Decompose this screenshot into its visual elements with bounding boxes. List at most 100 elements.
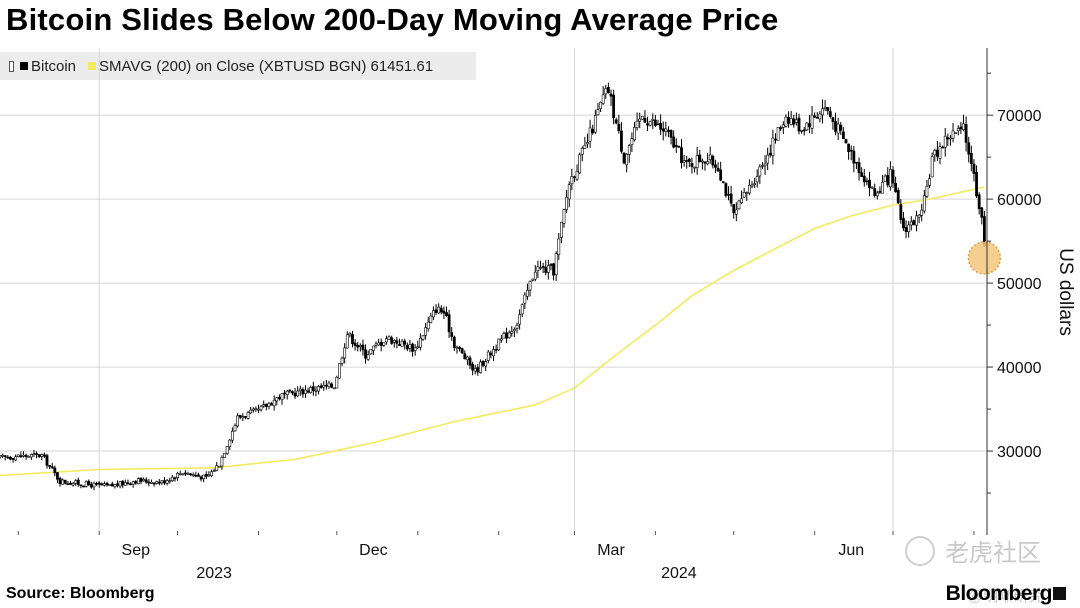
candle-body — [659, 122, 663, 130]
candle-body — [920, 209, 924, 216]
candle-body — [620, 130, 623, 152]
candle-body — [439, 307, 443, 313]
candle-body — [664, 128, 668, 132]
candle-body — [815, 117, 819, 119]
candle-body — [212, 470, 216, 473]
candle-body — [917, 214, 921, 218]
candle-body — [405, 345, 409, 350]
candle-body — [526, 290, 529, 297]
candle-body — [408, 344, 412, 349]
candle-body — [951, 130, 955, 139]
candle-body — [97, 482, 101, 485]
candle-body — [126, 482, 130, 485]
candle-body — [100, 483, 104, 486]
y-tick-label: 30000 — [997, 444, 1042, 461]
candle-body — [142, 479, 146, 482]
y-tick-label: 50000 — [997, 276, 1042, 293]
candle-body — [369, 349, 373, 355]
candle-body — [604, 88, 608, 95]
candle-body — [964, 124, 968, 143]
candle-body — [711, 156, 715, 166]
candle-body — [215, 465, 219, 471]
candle-body — [721, 181, 725, 183]
candle-body — [473, 368, 477, 372]
candle-body — [860, 172, 864, 177]
candle-body — [737, 200, 741, 210]
candle-body — [969, 152, 973, 165]
candle-body — [170, 476, 174, 481]
candle-body — [82, 485, 85, 488]
candle-body — [484, 361, 488, 367]
candle-body — [980, 207, 984, 218]
candle-body — [400, 340, 404, 348]
candle-body — [687, 158, 691, 163]
source-note: Source: Bloomberg — [6, 585, 155, 602]
candle-body — [322, 384, 326, 388]
y-axis-title: US dollars — [1055, 248, 1076, 336]
candle-body — [891, 169, 895, 184]
candle-body — [280, 393, 284, 401]
candle-body — [886, 174, 890, 186]
candle-body — [56, 472, 59, 480]
candle-body — [244, 415, 247, 418]
candle-body — [601, 94, 605, 104]
candle-body — [48, 465, 52, 467]
candle-body — [176, 473, 179, 479]
candle-body — [499, 338, 503, 341]
candle-body — [434, 309, 438, 313]
candle-body — [962, 123, 965, 130]
highlight-circle — [967, 241, 1002, 275]
candle-body — [183, 472, 187, 475]
candle-body — [463, 353, 467, 360]
candle-body — [896, 190, 900, 204]
candle-body — [625, 153, 629, 166]
candle-body — [651, 119, 655, 121]
candle-body — [779, 127, 783, 130]
candle-body — [578, 154, 582, 174]
candle-body — [570, 176, 574, 184]
candle-body — [813, 115, 817, 118]
candle-body — [319, 385, 323, 388]
candle-body — [750, 184, 754, 187]
candle-body — [306, 390, 310, 393]
candle-body — [612, 94, 616, 119]
candle-body — [108, 484, 112, 486]
candle-body — [364, 349, 367, 359]
candle-body — [734, 209, 738, 215]
candle-body — [549, 264, 553, 266]
candle-body — [727, 193, 730, 196]
candle-body — [928, 178, 931, 186]
candle-body — [471, 363, 475, 371]
candle-body — [875, 192, 879, 197]
candle-body — [22, 454, 25, 457]
candle-body — [839, 124, 843, 131]
candle-body — [515, 324, 519, 329]
candle-body — [272, 399, 276, 407]
candle-body — [596, 109, 600, 116]
candle-body — [92, 482, 96, 488]
candle-body — [512, 328, 516, 332]
candle-body — [967, 142, 971, 155]
candle-body — [586, 142, 589, 145]
candle-body — [382, 342, 386, 346]
candle-body — [802, 129, 806, 132]
candle-body — [296, 390, 300, 397]
legend-swatch-bitcoin — [20, 62, 28, 70]
candle-body — [653, 119, 657, 126]
candle-body — [139, 477, 143, 482]
candle-body — [486, 351, 490, 361]
candle-body — [904, 227, 908, 232]
candle-body — [507, 332, 511, 338]
candle-body — [544, 266, 548, 273]
y-tick-label: 70000 — [997, 108, 1042, 125]
candle-body — [223, 452, 226, 459]
candle-body — [831, 117, 835, 122]
candle-body — [494, 349, 498, 351]
candle-body — [479, 361, 482, 373]
x-tick-label: Jun — [838, 542, 864, 559]
candle-body — [747, 184, 751, 194]
candle-body — [421, 335, 425, 340]
candle-body — [437, 306, 441, 314]
candle-body — [766, 154, 770, 164]
